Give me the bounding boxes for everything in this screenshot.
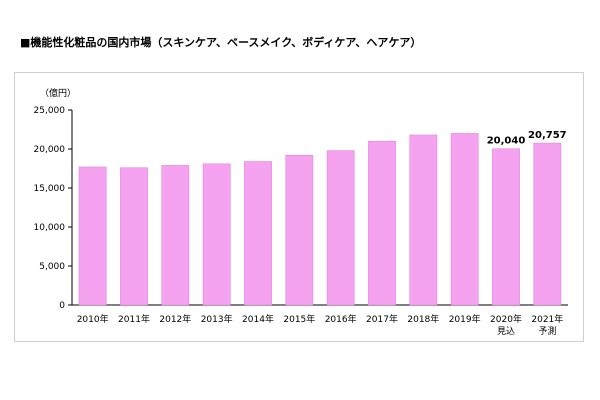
x-tick-label: 2011年 [118,313,150,325]
bar [78,166,107,306]
x-tick-label: 2017年 [366,313,398,325]
y-axis-unit-label: （億円） [40,87,76,99]
bar [326,150,355,306]
x-tick-label: 2013年 [201,313,233,325]
x-tick-label: 2012年 [159,313,191,325]
x-tick-label: 2019年 [449,313,481,325]
chart-frame [14,72,584,342]
y-tick-label: 15,000 [34,184,66,194]
bar [492,148,520,306]
bar [285,154,314,306]
chart-title: ■機能性化粧品の国内市場（スキンケア、ベースメイク、ボディケア、ヘアケア） [20,36,422,49]
y-tick-label: 5,000 [39,262,65,272]
data-label: 20,757 [528,130,567,141]
x-tick-label: 2015年 [283,313,315,325]
y-tick-label: 10,000 [34,223,66,233]
x-tick-label: 2014年 [242,313,274,325]
x-tick-label: 2010年 [77,313,109,325]
y-axis: 0 5,000 10,000 15,000 20,000 25,000 [34,106,568,311]
y-tick-label: 25,000 [34,106,66,116]
x-axis-labels: 2010年 2011年 2012年 2013年 2014年 2015年 2016年 2017年… [77,313,564,337]
bar [202,163,231,306]
x-tick-sublabel: 予測 [538,325,556,337]
bar [409,134,438,306]
bar [244,161,272,306]
bar [161,165,190,306]
x-tick-sublabel: 見込 [497,326,515,337]
y-tick-label: 20,000 [34,145,66,155]
x-tick-label: 2020年 [490,313,522,325]
bar [368,140,396,306]
y-tick-label: 0 [59,301,65,311]
x-tick-label: 2021年 [531,313,563,325]
x-tick-label: 2018年 [407,313,439,325]
x-tick-label: 2016年 [325,313,357,325]
bars [78,133,562,306]
bar [450,133,479,306]
bar [533,142,562,306]
bar [120,167,148,306]
data-label: 20,040 [487,136,526,147]
